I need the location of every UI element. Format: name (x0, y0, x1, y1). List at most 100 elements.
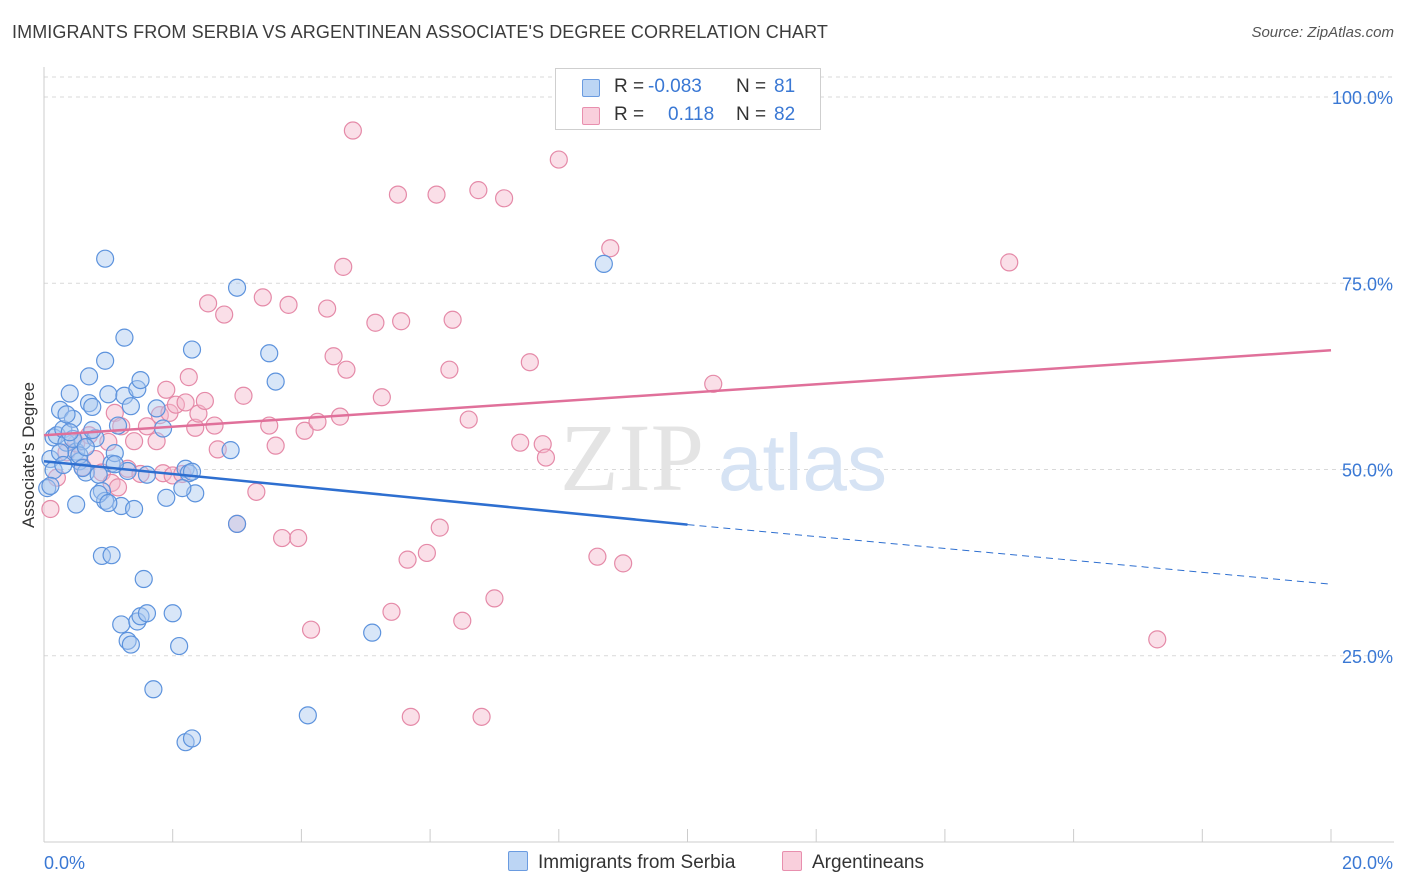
data-point-serbia (99, 493, 118, 513)
data-point-serbia (157, 488, 176, 507)
r-label: R = (614, 104, 645, 125)
data-point-argentinean (469, 181, 488, 200)
data-point-argentinean (427, 185, 446, 204)
data-point-argentinean (179, 368, 198, 387)
data-point-serbia (137, 465, 157, 484)
data-point-argentinean (186, 418, 205, 437)
data-point-serbia (115, 328, 134, 347)
data-point-argentinean (485, 589, 504, 608)
data-point-argentinean (289, 528, 308, 548)
y-axis-label: Associate's Degree (19, 382, 38, 528)
data-point-serbia (131, 371, 150, 390)
data-point-serbia (96, 351, 115, 370)
chart-title: IMMIGRANTS FROM SERBIA VS ARGENTINEAN AS… (12, 22, 828, 42)
data-point-argentinean (443, 310, 462, 329)
watermark-zip: ZIP (560, 404, 704, 511)
data-point-argentinean (430, 518, 449, 537)
legend-item-argentinean: Argentineans (782, 851, 924, 874)
r-value: -0.083 (648, 76, 702, 97)
tick-labels: 25.0% 50.0% 75.0% 100.0% 0.0% 20.0% (44, 88, 1393, 873)
data-point-serbia (99, 385, 118, 404)
data-point-serbia (92, 546, 112, 566)
data-point-argentinean (157, 380, 176, 399)
data-point-argentinean (704, 374, 723, 393)
data-point-argentinean (495, 189, 514, 208)
data-point-argentinean (440, 360, 459, 379)
data-point-serbia (298, 706, 317, 725)
data-point-argentinean (343, 121, 362, 140)
data-point-argentinean (520, 353, 539, 372)
data-point-serbia (182, 729, 202, 748)
watermark: ZIP atlas (560, 404, 887, 511)
data-point-argentinean (176, 393, 195, 412)
data-point-serbia (227, 278, 247, 297)
data-point-serbia (170, 636, 189, 656)
data-point-argentinean (588, 547, 607, 566)
data-point-argentinean (1000, 253, 1019, 272)
data-point-argentinean (318, 299, 337, 318)
data-point-argentinean (472, 707, 491, 726)
stats-legend: R = -0.083 N = 81 R = 0.118 N = 82 (555, 68, 821, 130)
data-point-argentinean (301, 620, 321, 639)
data-point-serbia (221, 441, 240, 460)
data-point-argentinean (295, 421, 314, 440)
data-point-argentinean (247, 482, 266, 501)
serbia-swatch (508, 851, 528, 871)
n-value: 82 (774, 104, 796, 125)
data-point-serbia (147, 399, 166, 418)
data-point-serbia (173, 479, 192, 498)
data-point-serbia (96, 491, 115, 510)
data-point-serbia (124, 499, 144, 519)
data-point-argentinean (266, 436, 285, 455)
data-point-argentinean (272, 528, 292, 548)
data-point-argentinean (41, 499, 60, 519)
source-label: Source: ZipAtlas.com (1251, 24, 1394, 41)
n-label: N = (736, 104, 767, 125)
data-point-argentinean (549, 150, 568, 169)
data-point-argentinean (614, 554, 633, 573)
data-point-serbia (67, 495, 86, 514)
legend-item-serbia: Immigrants from Serbia (508, 851, 735, 874)
serbia-swatch (582, 79, 600, 97)
data-point-serbia (182, 340, 202, 359)
data-point-serbia (38, 479, 57, 498)
data-point-serbia (60, 384, 79, 403)
data-point-serbia (57, 405, 76, 424)
data-point-serbia (260, 344, 279, 363)
data-point-argentinean (215, 305, 234, 324)
n-value: 81 (774, 76, 796, 97)
y-tick-label: 100.0% (1332, 88, 1393, 108)
data-point-argentinean (417, 543, 436, 563)
data-point-argentinean (334, 257, 353, 276)
data-point-argentinean (372, 388, 391, 407)
data-point-serbia (96, 249, 115, 268)
data-point-serbia (594, 254, 613, 273)
data-point-argentinean (533, 435, 552, 454)
data-point-argentinean (124, 432, 144, 451)
data-point-serbia (83, 420, 102, 440)
data-point-serbia (227, 514, 247, 533)
data-point-argentinean (253, 288, 272, 307)
legend-row-argentinean: R = 0.118 N = 82 (556, 101, 822, 129)
data-point-serbia (363, 623, 382, 642)
argentinean-swatch (782, 851, 802, 871)
data-point-serbia (105, 455, 124, 474)
data-point-argentinean (511, 433, 530, 452)
data-point-argentinean (366, 313, 385, 332)
legend-label: Immigrants from Serbia (538, 852, 736, 873)
y-tick-label: 25.0% (1342, 647, 1393, 667)
r-value: 0.118 (668, 104, 715, 125)
argentinean-swatch (582, 107, 600, 125)
n-label: N = (736, 76, 767, 97)
data-point-argentinean (324, 347, 343, 366)
watermark-atlas: atlas (718, 418, 887, 507)
data-point-argentinean (382, 602, 401, 621)
data-point-argentinean (337, 360, 356, 379)
data-point-serbia (121, 397, 140, 416)
gridlines (44, 76, 1394, 657)
data-point-argentinean (401, 707, 420, 726)
legend-row-serbia: R = -0.083 N = 81 (556, 73, 822, 101)
data-point-serbia (83, 397, 102, 417)
data-point-serbia (76, 438, 95, 457)
